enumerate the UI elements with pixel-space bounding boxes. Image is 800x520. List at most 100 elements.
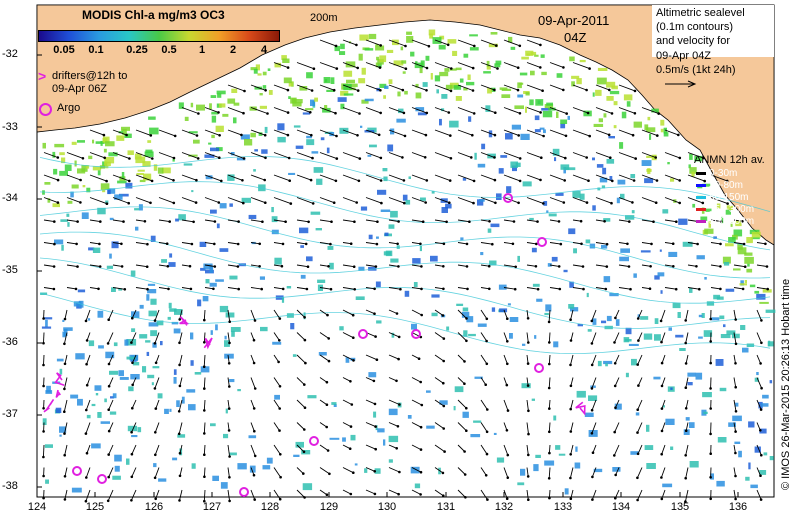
chlorophyll-patch [509,317,519,322]
velocity-arrow-head [696,242,699,246]
lon-tick-label: 134 [611,501,631,513]
velocity-arrow [85,422,91,434]
velocity-arrow [250,84,266,91]
chlorophyll-patch [87,318,91,321]
chlorophyll-patch [444,68,450,72]
velocity-arrow-head [403,201,406,205]
velocity-arrow [296,219,309,223]
chlorophyll-patch [619,142,624,149]
velocity-arrow [227,129,242,136]
velocity-arrow-head [734,451,737,455]
chlorophyll-patch [117,180,127,184]
chlorophyll-patch [337,97,347,102]
lon-tick-label: 133 [553,501,573,513]
colorbar-tick: 0.25 [126,44,148,56]
velocity-arrow-head [42,455,45,459]
velocity-arrow [411,444,422,451]
velocity-arrow-head [636,408,639,412]
chlorophyll-patch [208,142,212,145]
chlorophyll-patch [249,465,256,473]
velocity-arrow-head [518,112,522,115]
velocity-arrow-head [591,498,594,501]
velocity-arrow [250,242,260,245]
velocity-arrow [411,309,422,316]
chlorophyll-patch [489,260,497,266]
velocity-arrow-head [526,384,530,387]
velocity-arrow [86,444,91,454]
chlorophyll-patch [593,123,604,127]
velocity-arrow [227,467,230,478]
velocity-arrow [480,39,497,47]
chlorophyll-patch [429,33,434,39]
velocity-arrow [480,489,488,500]
velocity-arrow [296,309,305,318]
velocity-arrow-head [613,341,616,344]
velocity-arrow [112,264,123,267]
velocity-arrow [204,197,219,203]
velocity-arrow-head [588,134,591,138]
chlorophyll-patch [388,224,395,229]
chlorophyll-patch [340,90,349,96]
chlorophyll-patch [748,462,751,470]
velocity-arrow-head [765,265,769,268]
chlorophyll-patch [543,201,548,206]
velocity-arrow [756,287,768,290]
chlorophyll-patch [623,94,633,101]
chlorophyll-patch [188,404,196,411]
velocity-arrow-head [53,242,56,246]
velocity-arrow-head [154,431,157,434]
velocity-arrow [342,332,354,339]
velocity-arrow-head [85,383,89,387]
velocity-arrow [388,219,399,222]
velocity-arrow-head [463,382,466,386]
velocity-arrow-head [518,44,522,48]
velocity-arrow-head [672,265,675,268]
anmn-item: 0-30m [696,168,737,179]
velocity-arrow-head [542,202,545,205]
velocity-arrow [181,152,199,159]
velocity-arrow [250,129,266,136]
velocity-arrow-head [74,287,78,291]
velocity-arrow-head [446,43,450,47]
chlorophyll-patch [145,149,153,153]
velocity-arrow-head [145,265,149,269]
velocity-arrow [319,219,332,223]
chlorophyll-patch [452,50,458,56]
velocity-arrow [296,242,307,245]
chlorophyll-patch [453,85,462,90]
chlorophyll-patch [514,105,524,109]
chlorophyll-patch [534,54,539,57]
velocity-arrow [365,287,375,290]
chlorophyll-patch [333,403,337,407]
velocity-arrow-head [631,201,634,204]
velocity-arrow-head [228,341,231,345]
velocity-arrow [570,332,574,341]
velocity-arrow-head [684,362,688,365]
chlorophyll-patch [660,128,664,133]
velocity-arrow [227,219,239,223]
velocity-arrow [591,489,597,500]
chlorophyll-patch [118,131,124,134]
velocity-arrow-head [105,202,109,205]
velocity-arrow-head [627,265,631,268]
velocity-arrow-head [465,406,468,410]
chlorophyll-patch [148,116,156,120]
chlorophyll-patch [299,86,308,91]
velocity-arrow-head [252,407,256,410]
chlorophyll-patch [254,149,258,152]
chlorophyll-patch [97,207,106,215]
velocity-arrow-head [63,498,67,501]
velocity-arrow-head [759,362,762,365]
chlorophyll-patch [762,289,772,293]
velocity-arrow-head [734,342,738,346]
chlorophyll-patch [348,83,358,88]
velocity-arrow [434,39,449,46]
velocity-arrow [595,219,605,222]
chlorophyll-patch [534,335,537,339]
chlorophyll-patch [754,377,759,382]
velocity-arrow [135,242,148,245]
chlorophyll-patch [468,116,472,122]
velocity-arrow-head [590,408,594,412]
velocity-arrow-head [373,470,377,473]
velocity-arrow-head [709,387,712,390]
